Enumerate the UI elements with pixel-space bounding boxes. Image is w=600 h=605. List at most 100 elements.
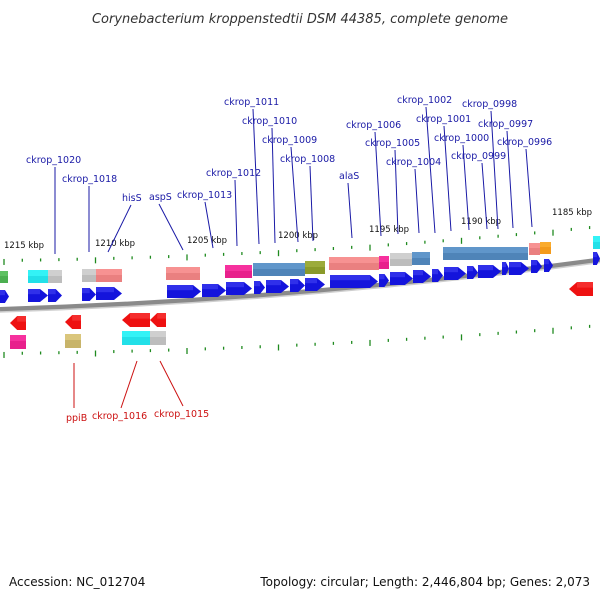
gene-arrow-shade [82, 288, 90, 294]
gene-arrow-shade [577, 282, 593, 288]
forward-gene-arrow [226, 282, 252, 295]
label-leader-forward [309, 165, 314, 242]
forward-gene-arrow [379, 274, 389, 287]
label-leader-forward [204, 201, 214, 249]
genome-stats-text: Topology: circular; Length: 2,446,804 bp… [260, 575, 590, 589]
cog-block-highlight [390, 253, 412, 259]
gene-arrow-shade [0, 290, 5, 296]
cog-block-highlight [540, 242, 551, 247]
label-leader-forward [234, 179, 238, 247]
forward-gene-arrow [432, 269, 443, 282]
forward-gene-arrow [82, 288, 96, 301]
gene-arrow-shade [28, 289, 40, 295]
reverse-gene-arrow [569, 282, 593, 296]
forward-gene-arrow [96, 287, 122, 300]
gene-arrow-shade [509, 262, 521, 268]
gene-label-ckrop-1018: ckrop_1018 [62, 174, 117, 185]
cog-block-highlight [412, 252, 430, 258]
gene-arrow-shade [254, 281, 261, 287]
forward-gene-arrow [266, 280, 289, 293]
gene-label-ckrop-1005: ckrop_1005 [365, 138, 420, 149]
cog-block [540, 242, 551, 254]
label-leader-forward [462, 144, 470, 231]
gene-arrow-shade [432, 269, 439, 275]
cog-block [0, 271, 8, 283]
gene-label-ppiB: ppiB [66, 413, 87, 424]
accession-text: Accession: NC_012704 [9, 575, 146, 589]
forward-gene-arrow [593, 252, 600, 265]
cog-block [529, 243, 540, 255]
label-leader-forward [414, 168, 420, 234]
forward-gene-arrow [444, 267, 466, 280]
cog-block-highlight [305, 261, 325, 267]
cog-block-highlight [96, 269, 122, 275]
forward-gene-arrow [290, 279, 305, 292]
forward-gene-arrow [478, 265, 501, 278]
forward-gene-arrow [0, 290, 9, 303]
tick-marks [3, 226, 591, 358]
cog-block-highlight [443, 247, 528, 253]
gene-label-ckrop-1010: ckrop_1010 [242, 116, 297, 127]
cog-block [379, 256, 389, 269]
gene-arrow-shade [467, 266, 474, 272]
label-leader-forward [481, 162, 488, 230]
forward-gene-arrow [305, 278, 325, 291]
gene-arrow-shade [330, 275, 370, 281]
gene-arrow-shade [390, 272, 405, 278]
gene-arrow-shade [157, 313, 166, 319]
gene-arrow-shade [266, 280, 281, 286]
forward-gene-arrow [413, 270, 431, 283]
gene-arrow-shade [130, 313, 150, 319]
label-leader-forward [290, 146, 299, 243]
gene-label-ckrop-1001: ckrop_1001 [416, 114, 471, 125]
cog-block-highlight [122, 331, 150, 337]
gene-arrow-shade [502, 262, 506, 268]
cog-block-highlight [225, 265, 252, 271]
gene-arrow-shade [167, 285, 193, 291]
cog-block-highlight [48, 270, 62, 276]
gene-arrows [0, 252, 600, 330]
gene-label-aspS: aspS [149, 192, 172, 203]
cog-block-highlight [529, 243, 540, 248]
forward-gene-arrow [28, 289, 48, 302]
gene-arrow-shade [17, 316, 26, 322]
label-leader-forward [374, 131, 382, 237]
reverse-gene-labels: ppiB ckrop_1016 ckrop_1015 [66, 409, 209, 424]
forward-gene-arrow [202, 284, 226, 297]
cog-block-highlight [82, 269, 96, 275]
cog-block [593, 236, 600, 249]
gene-label-ckrop-1006: ckrop_1006 [346, 120, 401, 131]
cog-block-highlight [253, 263, 305, 269]
forward-gene-arrow [531, 260, 542, 273]
gene-label-ckrop-1015: ckrop_1015 [154, 409, 209, 420]
label-leader-forward [271, 127, 276, 244]
forward-gene-arrow [544, 259, 553, 272]
gene-label-ckrop-1008: ckrop_1008 [280, 154, 335, 165]
gene-label-ckrop-0997: ckrop_0997 [478, 119, 533, 130]
forward-gene-arrow [330, 275, 378, 288]
cog-block-highlight [379, 256, 389, 262]
gene-label-ckrop-1020: ckrop_1020 [26, 155, 81, 166]
scale-label-1185: 1185 kbp [552, 208, 592, 218]
reverse-gene-arrow [10, 316, 26, 330]
gene-arrow-shade [444, 267, 458, 273]
cog-block-highlight [10, 335, 26, 341]
gene-arrow-shade [531, 260, 538, 266]
cog-block-highlight [65, 334, 81, 340]
reverse-gene-arrow [150, 313, 166, 327]
forward-gene-arrow [254, 281, 265, 294]
gene-arrow-shade [544, 259, 549, 265]
cog-block-highlight [0, 271, 8, 276]
cog-block-highlight [593, 236, 600, 242]
gene-arrow-shade [48, 289, 56, 295]
map-title: Corynebacterium kroppenstedtii DSM 44385… [92, 12, 508, 27]
gene-label-alaS: alaS [339, 171, 359, 182]
gene-label-ckrop-0999: ckrop_0999 [451, 151, 506, 162]
gene-label-ckrop-0998: ckrop_0998 [462, 99, 517, 110]
scale-label-1205: 1205 kbp [187, 236, 227, 246]
forward-gene-arrow [167, 285, 201, 298]
label-leader-forward [443, 125, 452, 232]
gene-label-hisS: hisS [122, 193, 142, 204]
gene-arrow-shade [96, 287, 114, 293]
forward-gene-arrow [390, 272, 413, 285]
